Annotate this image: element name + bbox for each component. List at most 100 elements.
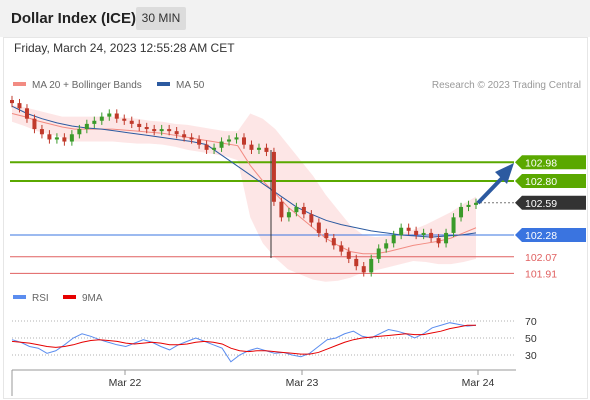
legend-rsi-label: RSI (32, 293, 49, 304)
candle-body (242, 137, 246, 145)
level-tag-102.98 (515, 155, 586, 170)
candle-body (429, 232, 434, 239)
rsi-9ma-line (11, 324, 476, 355)
candle-body (256, 147, 261, 150)
legend-9ma-swatch (63, 295, 76, 300)
candle-body (369, 258, 374, 273)
candle-body (182, 134, 187, 138)
legend-ma20-bollinger: MA 20 + Bollinger Bands (13, 80, 142, 91)
candle-body (286, 212, 291, 218)
candle-body (167, 129, 172, 132)
candle-body (212, 147, 217, 150)
level-label-102.98: 102.98 (525, 157, 557, 169)
candle-body (301, 206, 306, 215)
candle-body (354, 258, 359, 267)
candle-body (69, 134, 74, 142)
candle-body (189, 137, 194, 140)
candle-body (451, 217, 456, 233)
legend-ma50-label: MA 50 (176, 80, 205, 91)
candle-body (399, 227, 404, 235)
research-credit: Research © 2023 Trading Central (431, 80, 581, 91)
forecast-arrow-head (495, 163, 514, 184)
candle-body (346, 251, 351, 259)
candle-body (444, 232, 449, 244)
candle-body (77, 129, 82, 135)
candle-body (234, 137, 239, 140)
candle-body (414, 230, 419, 235)
candle-body (47, 134, 52, 140)
forecast-arrow-shaft (476, 173, 507, 205)
candle-body (324, 232, 329, 239)
candle-body (271, 151, 276, 202)
candle-body (339, 245, 344, 252)
ma20-line (11, 113, 477, 255)
ma50-line (11, 105, 477, 238)
timeframe-button[interactable]: 30 MIN (136, 7, 186, 30)
candle-body (316, 222, 321, 233)
candle-body (436, 238, 441, 244)
candle-body (197, 139, 202, 145)
candle-body (249, 144, 254, 150)
legend-9ma: 9MA (63, 293, 103, 304)
candle-body (294, 206, 299, 213)
candle-body (459, 206, 464, 218)
level-tag-102.80 (515, 174, 586, 188)
candle-body (421, 232, 426, 235)
candle-body (99, 116, 104, 121)
candle-body (62, 137, 67, 142)
candle-body (24, 108, 29, 119)
candle-body (331, 238, 336, 246)
rsi-tick-50: 50 (525, 333, 537, 345)
candle-body (227, 139, 232, 142)
candle-body (39, 129, 44, 135)
x-tick-label: Mar 24 (462, 377, 495, 389)
rsi-line (11, 322, 477, 363)
level-label-102.80: 102.80 (525, 176, 557, 188)
level-label-101.91: 101.91 (525, 268, 557, 280)
candle-body (309, 214, 314, 223)
candle-body (219, 141, 224, 148)
candle-body (17, 103, 22, 109)
candle-body (114, 113, 119, 119)
candle-body (122, 118, 127, 121)
candle-body (264, 147, 269, 152)
candle-body (159, 129, 164, 132)
legend-9ma-label: 9MA (82, 293, 103, 304)
x-tick-label: Mar 22 (109, 377, 142, 389)
candle-body (107, 113, 112, 117)
level-label-102.07: 102.07 (525, 252, 557, 264)
level-label-102.59: 102.59 (525, 198, 557, 210)
candle-body (361, 266, 366, 273)
candle-body (144, 127, 149, 130)
header-bar: Dollar Index (ICE) 30 MIN (0, 0, 590, 37)
candle-body (279, 201, 284, 218)
legend-rsi: RSI (13, 293, 49, 304)
candle-body (204, 144, 209, 150)
legend-rsi-swatch (13, 295, 26, 300)
rsi-tick-70: 70 (525, 316, 537, 328)
level-tag-102.59 (515, 195, 586, 210)
level-tag-102.28 (515, 228, 586, 242)
candle-body (32, 118, 37, 130)
candle-body (92, 120, 97, 124)
candle-body (466, 204, 471, 207)
legend-ma20-swatch (13, 82, 26, 87)
chart-datetime: Friday, March 24, 2023 12:55:28 AM CET (14, 41, 235, 55)
candle-body (391, 235, 396, 244)
bollinger-band-area (12, 105, 476, 282)
instrument-title: Dollar Index (ICE) (11, 10, 137, 27)
x-tick-label: Mar 23 (286, 377, 319, 389)
candle-body (10, 100, 14, 104)
candle-body (137, 123, 142, 127)
legend-ma20-label: MA 20 + Bollinger Bands (32, 80, 142, 91)
candle-body (174, 131, 179, 135)
legend-ma50: MA 50 (157, 80, 204, 91)
legend-ma50-swatch (157, 82, 170, 87)
rsi-tick-30: 30 (525, 350, 537, 362)
candle-body (129, 120, 134, 124)
candle-body (84, 123, 89, 130)
candle-body (384, 243, 389, 249)
candle-body (406, 227, 411, 231)
candle-body (152, 129, 157, 132)
